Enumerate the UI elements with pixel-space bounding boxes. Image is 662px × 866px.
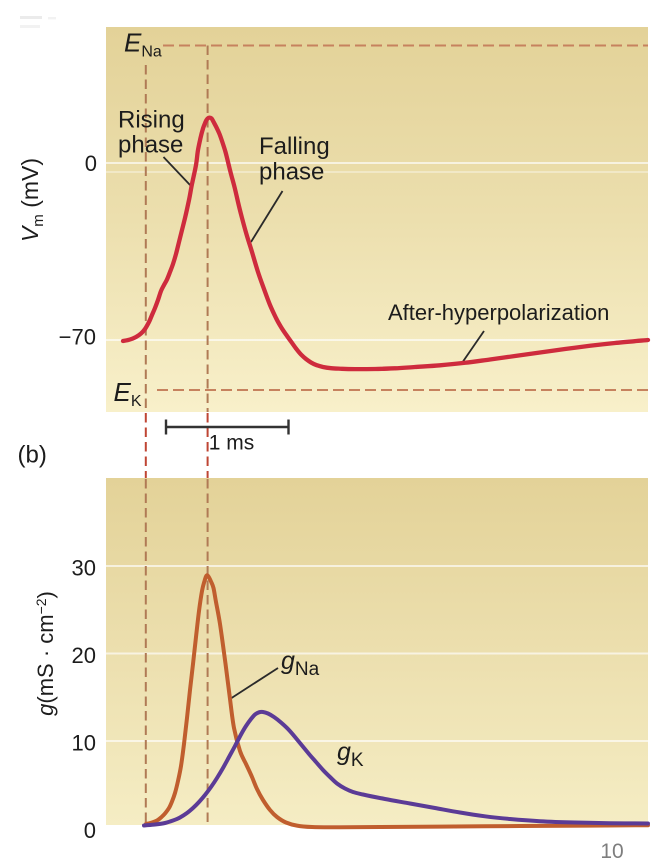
svg-text:10: 10 (72, 730, 96, 755)
svg-text:(b): (b) (18, 442, 47, 469)
svg-text:0: 0 (84, 818, 96, 843)
svg-text:After-hyperpolarization: After-hyperpolarization (388, 300, 609, 325)
svg-text:Vm (mV): Vm (mV) (17, 158, 47, 242)
svg-text:20: 20 (72, 643, 96, 668)
svg-text:Rising: Rising (118, 107, 185, 134)
svg-text:g(mS · cm−2): g(mS · cm−2) (33, 591, 58, 716)
svg-text:0: 0 (85, 151, 97, 176)
svg-text:1 ms: 1 ms (209, 432, 255, 455)
svg-text:30: 30 (72, 555, 96, 580)
svg-text:−70: −70 (59, 325, 96, 350)
svg-text:phase: phase (259, 159, 324, 186)
svg-text:10: 10 (600, 840, 623, 863)
svg-text:Falling: Falling (259, 133, 330, 160)
svg-text:phase: phase (118, 132, 183, 159)
